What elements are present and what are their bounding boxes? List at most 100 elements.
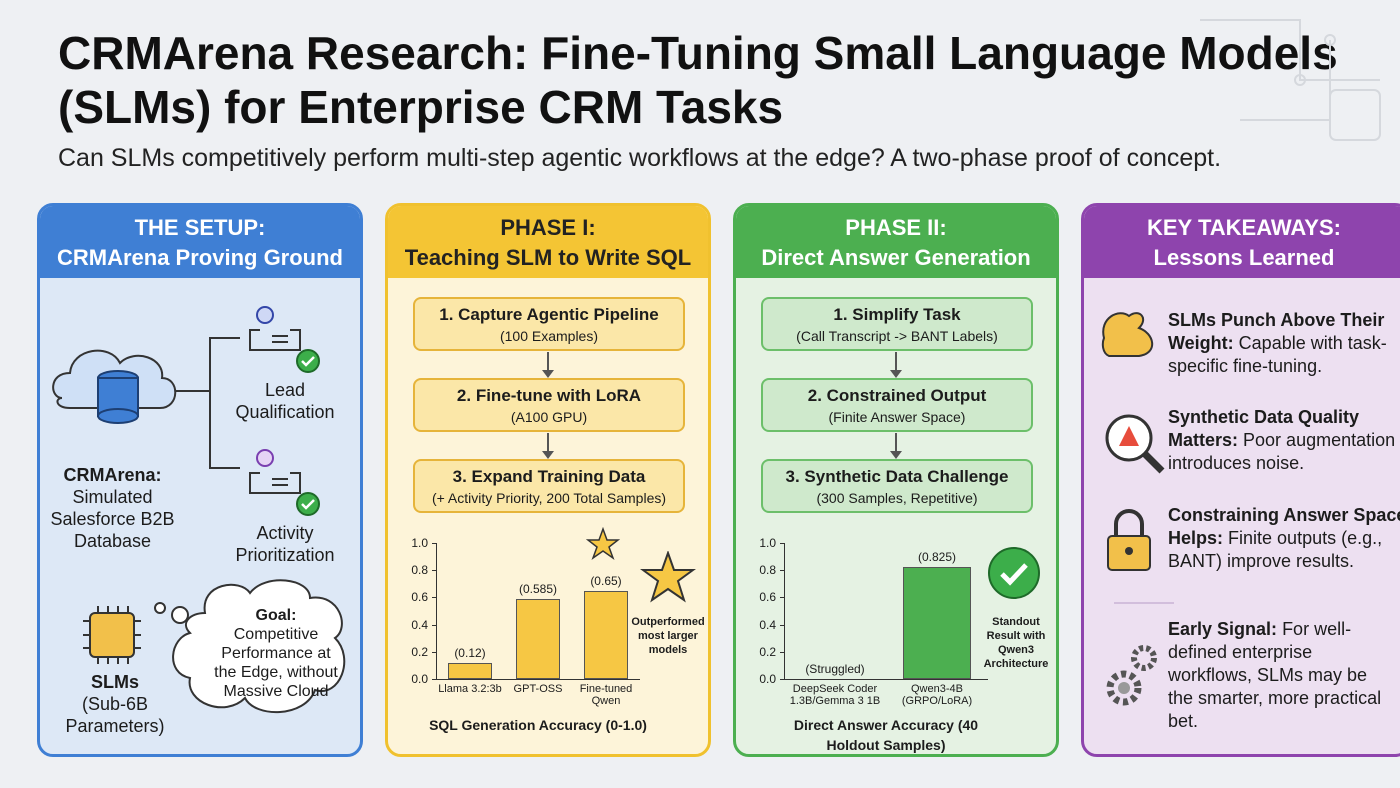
step-title: 1. Capture Agentic Pipeline — [439, 305, 659, 324]
bar — [583, 590, 629, 679]
y-tick-label: 0.6 — [411, 590, 428, 605]
tick-mark — [780, 597, 784, 599]
takeaway-text: For well-defined enterprise workflows, S… — [1168, 619, 1382, 731]
page-title: CRMArena Research: Fine-Tuning Small Lan… — [58, 27, 1338, 133]
subheading: Lessons Learned — [1153, 245, 1335, 270]
step: 3. Expand Training Data (+ Activity Prior… — [413, 459, 685, 513]
takeaway: SLMs Punch Above Their Weight: Capable w… — [1168, 309, 1400, 378]
step-title: 3. Synthetic Data Challenge — [785, 467, 1009, 486]
models-name: SLMs — [90, 672, 139, 692]
value-label: (0.65) — [590, 573, 622, 588]
step: 2. Constrained Output (Finite Answer Spac… — [761, 378, 1033, 432]
takeaway-text: Capable with task-specific fine-tuning. — [1168, 333, 1387, 376]
takeaways-panel: KEY TAKEAWAYS: Lessons Learned SLMs Punc… — [1081, 203, 1400, 757]
step-title: 2. Constrained Output — [807, 386, 987, 405]
y-tick-label: 0.4 — [411, 617, 428, 632]
step-detail: (+ Activity Priority, 200 Total Samples) — [431, 490, 667, 506]
tick-mark — [780, 679, 784, 680]
models-description: (Sub-6B Parameters) — [65, 694, 165, 736]
panel-header: THE SETUP: CRMArena Proving Ground — [40, 206, 360, 278]
takeaway: Constraining Answer Space Helps: Finite … — [1168, 504, 1400, 573]
y-tick-label: 1.0 — [759, 536, 776, 550]
bar — [447, 662, 493, 679]
takeaway-text: Finite outputs (e.g., BANT) improve resu… — [1168, 528, 1383, 571]
y-axis — [784, 543, 785, 679]
page-subtitle: Can SLMs competitively perform multi-ste… — [58, 144, 1222, 172]
tick-mark — [432, 679, 436, 680]
y-tick-label: 0.0 — [411, 672, 428, 686]
tick-mark — [780, 651, 784, 653]
takeaway-lead: Early Signal: — [1168, 619, 1278, 639]
x-tick-label: Llama 3.2:3b — [438, 683, 502, 695]
star-icon — [640, 551, 696, 603]
check-icon — [988, 547, 1040, 599]
panel-header: PHASE II: Direct Answer Generation — [736, 206, 1056, 278]
heading: KEY TAKEAWAYS: — [1147, 215, 1341, 240]
subheading: Teaching SLM to Write SQL — [404, 245, 692, 270]
heading: PHASE I: — [500, 215, 596, 240]
star-icon — [586, 527, 620, 560]
bar — [515, 599, 561, 679]
value-label: (0.825) — [917, 549, 957, 564]
step-title: 3. Expand Training Data — [452, 467, 646, 486]
step-detail: (Finite Answer Space) — [828, 409, 966, 425]
bar-chart: Standout Result with Qwen3 Architecture … — [736, 531, 1056, 754]
subheading: Direct Answer Generation — [761, 245, 1031, 270]
tick-mark — [432, 543, 436, 544]
bar-chart: Outperformed most larger models 0.0 0.2 0.… — [388, 527, 708, 754]
step: 2. Fine-tune with LoRA (A100 GPU) — [413, 378, 685, 432]
step: 1. Simplify Task (Call Transcript -> BANT… — [761, 297, 1033, 351]
x-tick-label: Qwen3-4B (GRPO/LoRA) — [901, 683, 973, 707]
tick-mark — [432, 570, 436, 572]
y-tick-label: 0.2 — [759, 644, 776, 659]
y-tick-label: 0.4 — [759, 617, 776, 632]
tick-mark — [432, 624, 436, 626]
x-tick-label: DeepSeek Coder 1.3B/Gemma 3 1B — [789, 683, 881, 707]
bar — [903, 566, 971, 679]
value-label: (0.12) — [454, 645, 486, 660]
step-detail: (A100 GPU) — [510, 409, 588, 425]
step-title: 2. Fine-tune with LoRA — [456, 386, 642, 405]
tick-mark — [432, 597, 436, 599]
y-tick-label: 0.6 — [759, 590, 776, 605]
value-label: (Struggled) — [805, 662, 865, 676]
x-axis — [436, 679, 640, 680]
takeaway-lead: Constraining Answer Space Helps: — [1168, 505, 1400, 548]
takeaway: Early Signal: For well-defined enterpris… — [1168, 618, 1393, 733]
step-title: 1. Simplify Task — [833, 305, 961, 324]
x-tick-label: GPT-OSS — [513, 683, 563, 695]
panel-header: KEY TAKEAWAYS: Lessons Learned — [1084, 206, 1400, 278]
subheading: CRMArena Proving Ground — [56, 245, 343, 270]
tick-mark — [780, 543, 784, 544]
chart-title: Direct Answer Accuracy (40 Holdout Sampl… — [793, 717, 979, 753]
takeaway-lead: SLMs Punch Above Their Weight: — [1168, 310, 1385, 353]
tick-mark — [780, 624, 784, 626]
goal-text: Competitive Performance at the Edge, wit… — [214, 626, 338, 700]
phase1-panel: PHASE I: Teaching SLM to Write SQL 1. Ca… — [385, 203, 711, 757]
chart-title: SQL Generation Accuracy (0-1.0) — [429, 717, 647, 733]
setup-diagram — [52, 306, 346, 714]
takeaway-lead: Synthetic Data Quality Matters: — [1168, 407, 1360, 450]
takeaway: Synthetic Data Quality Matters: Poor aug… — [1168, 406, 1400, 475]
y-tick-label: 0.2 — [411, 644, 428, 659]
x-axis — [784, 679, 988, 680]
heading: PHASE II: — [845, 215, 947, 240]
step: 1. Capture Agentic Pipeline (100 Examples… — [413, 297, 685, 351]
y-tick-label: 0.8 — [411, 563, 428, 578]
step-detail: (Call Transcript -> BANT Labels) — [796, 328, 998, 344]
setup-panel: THE SETUP: CRMArena Proving Ground Lead … — [37, 203, 363, 757]
x-tick-label: Fine-tuned Qwen — [579, 683, 633, 707]
heading: THE SETUP: — [134, 215, 266, 240]
y-tick-label: 1.0 — [411, 536, 428, 550]
database-description: Simulated Salesforce B2B Database — [50, 487, 175, 551]
goal-label: Goal: — [255, 607, 297, 624]
task-label: Lead Qualification — [235, 380, 335, 422]
step-detail: (300 Samples, Repetitive) — [816, 490, 978, 506]
y-tick-label: 0.8 — [759, 563, 776, 578]
value-label: (0.585) — [518, 582, 558, 597]
panel-header: PHASE I: Teaching SLM to Write SQL — [388, 206, 708, 278]
step: 3. Synthetic Data Challenge (300 Samples,… — [761, 459, 1033, 513]
takeaway-icons — [1101, 312, 1174, 706]
